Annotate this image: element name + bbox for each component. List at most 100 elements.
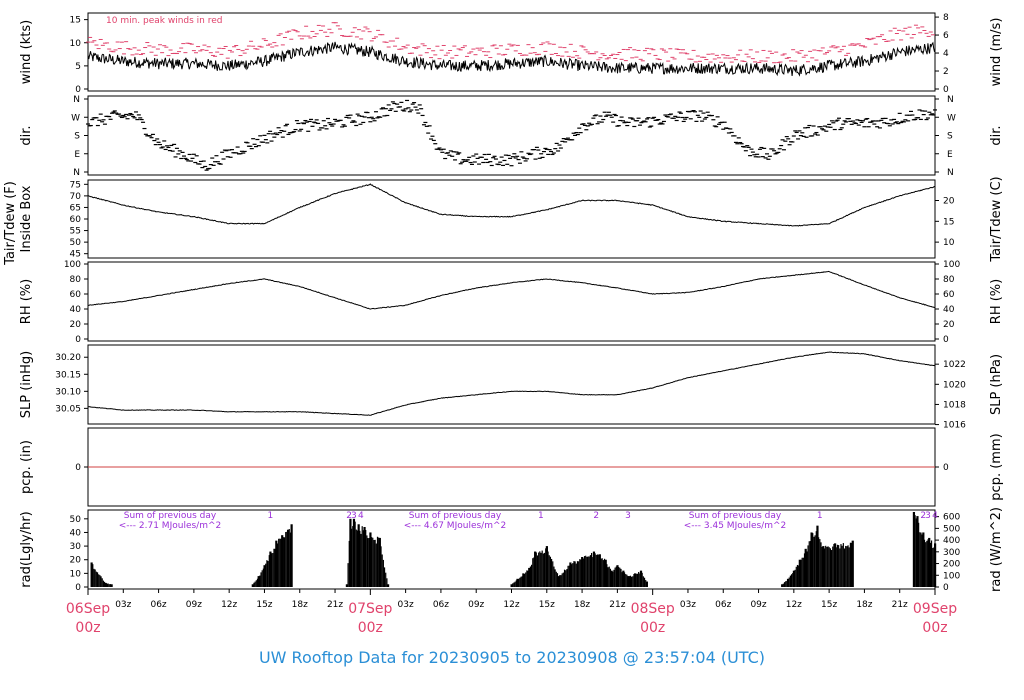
right-tick-label-rh: 60 (943, 290, 955, 300)
rad-bar (619, 567, 621, 587)
rad-bar (286, 529, 290, 587)
rad-bar (615, 566, 617, 587)
rad-bar (827, 546, 829, 587)
rad-bar (926, 540, 928, 587)
right-axis-label-rad: rad (W/m^2) (989, 507, 1004, 592)
rad-bar (260, 572, 262, 587)
rad-bar (629, 575, 632, 587)
rad-bar (927, 539, 929, 587)
left-tick-label-dir: W (71, 113, 80, 123)
right-tick-label-slp: 1020 (943, 380, 966, 390)
rad-bar (259, 575, 261, 587)
rad-bar (109, 584, 112, 587)
rad-annotation-line1: Sum of previous day (409, 511, 502, 521)
rad-bar (918, 522, 920, 587)
rad-bar (785, 581, 787, 587)
rad-bar (835, 547, 837, 587)
rad-bar (371, 537, 373, 587)
rad-bar (288, 529, 290, 587)
rad-bar (93, 568, 95, 587)
rad-bar (572, 563, 574, 587)
rad-bar (382, 559, 384, 587)
rad-bar (541, 550, 543, 587)
rad-bar (280, 538, 282, 587)
rad-bar (271, 553, 273, 587)
rad-bar (269, 551, 272, 587)
left-tick-label-rh: 80 (70, 275, 82, 285)
rad-bar (386, 584, 390, 587)
rad-bar (285, 532, 287, 587)
right-tick-label-wind: 4 (943, 49, 949, 59)
rad-bar (351, 528, 353, 587)
right-tick-label-rad: 100 (943, 571, 960, 581)
day-label-z: 00z (75, 620, 100, 636)
rad-bar (347, 563, 349, 587)
rad-bar (634, 573, 637, 587)
rad-bar (636, 573, 639, 587)
rad-bar (802, 557, 804, 587)
rad-bar (539, 551, 541, 587)
left-axis-label-pcp: pcp. (in) (19, 440, 34, 494)
rad-bar (553, 566, 555, 587)
rad-bar (821, 546, 823, 587)
time-tick-label: 18z (292, 600, 308, 610)
footer-tz: (UTC) (720, 648, 766, 667)
rad-annotation-line2: <--- 2.71 MJoules/m^2 (119, 521, 221, 531)
rad-bar (374, 539, 376, 587)
rad-bar (929, 542, 931, 587)
rad-bar (579, 559, 581, 587)
rad-bar (576, 561, 579, 587)
rad-bar (92, 564, 94, 587)
rad-bar (807, 545, 809, 587)
left-axis-label-slp: SLP (inHg) (19, 351, 34, 419)
rad-bar (786, 578, 790, 587)
left-tick-label-temp: 50 (70, 238, 82, 248)
right-tick-label-slp: 1016 (943, 421, 966, 431)
rad-bar (545, 548, 547, 587)
time-tick-label: 06z (715, 600, 731, 610)
rad-bar (810, 532, 813, 587)
time-tick-label: 03z (680, 600, 696, 610)
time-tick-label: 03z (398, 600, 414, 610)
left-tick-label-wind: 0 (75, 85, 81, 95)
rad-bar (263, 565, 266, 587)
rad-bar (102, 580, 104, 587)
left-tick-label-temp: 55 (70, 227, 81, 237)
rad-bar (573, 561, 575, 587)
rad-bar (530, 564, 533, 587)
rad-bar (282, 537, 284, 587)
time-tick-label: 12z (503, 600, 519, 610)
rad-bar (614, 567, 616, 587)
rad-bar (100, 576, 102, 587)
left-tick-label-slp: 30.05 (55, 404, 81, 414)
rad-bar (588, 556, 590, 587)
rad-bar (568, 565, 570, 587)
rad-bar (635, 573, 637, 587)
rad-marker-label: 3 (351, 511, 357, 521)
time-tick-label: 12z (786, 600, 802, 610)
rad-bar (587, 556, 589, 587)
rad-bar (850, 542, 853, 587)
rad-bar (512, 583, 514, 587)
panel-rh (84, 261, 939, 342)
rad-bar (556, 573, 559, 587)
rad-bar (798, 559, 801, 587)
rad-bar (916, 516, 919, 587)
left-tick-label-rad: 10 (70, 569, 82, 579)
right-tick-label-dir: E (947, 150, 953, 160)
right-tick-label-temp: 20 (943, 197, 955, 207)
left-tick-label-rh: 20 (70, 320, 82, 330)
rad-bar (372, 537, 374, 587)
rad-bar (385, 572, 387, 587)
day-label-z: 00z (358, 620, 383, 636)
right-tick-label-rad: 600 (943, 513, 960, 523)
rad-bar (376, 536, 379, 587)
rad-bar (289, 532, 292, 587)
rad-bar (586, 556, 588, 587)
right-tick-label-wind: 0 (943, 85, 949, 95)
rad-bar (527, 570, 529, 587)
rad-bar (378, 537, 381, 587)
rad-bar (814, 535, 816, 587)
rad-bar (107, 583, 109, 587)
